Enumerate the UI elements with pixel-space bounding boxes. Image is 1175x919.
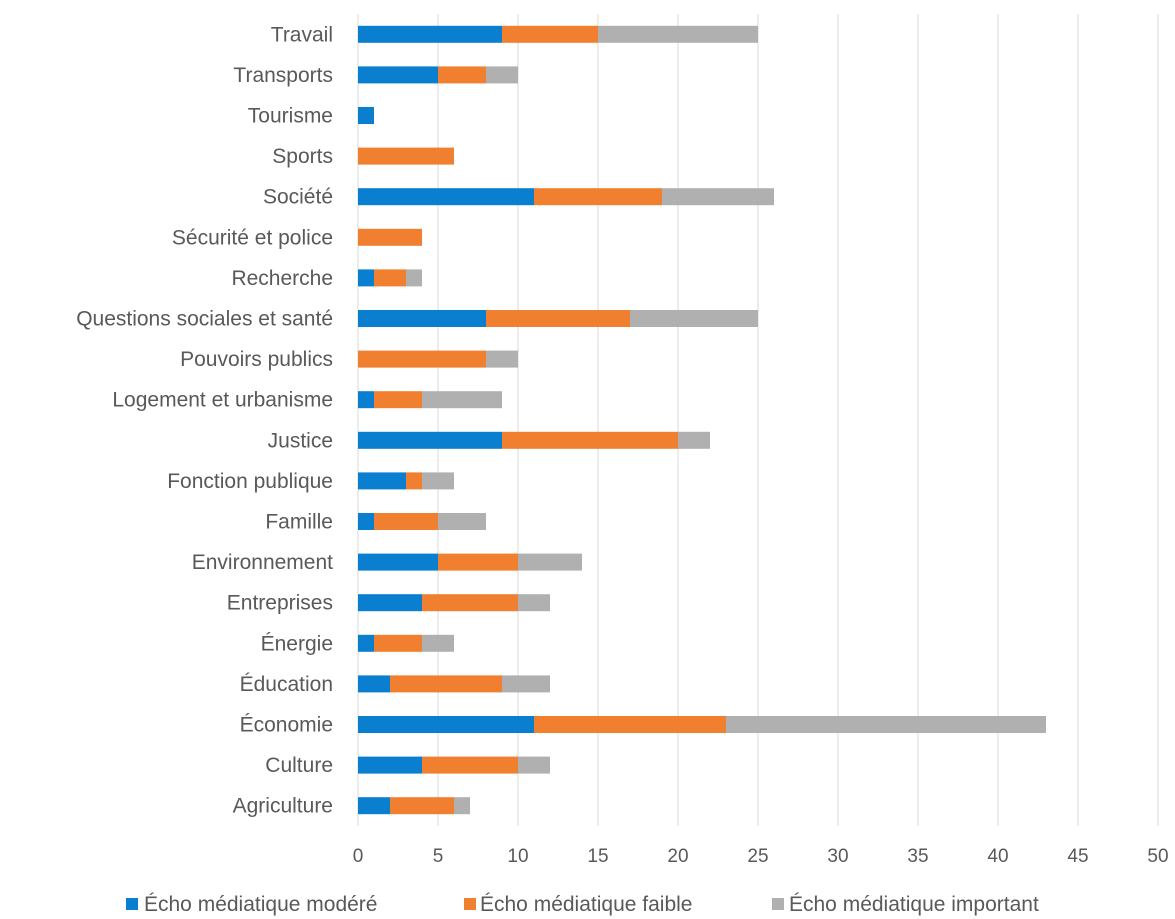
- bar-segment-series-1: [422, 756, 518, 774]
- bar-segment-series-0: [358, 472, 406, 490]
- bar-segment-series-2: [630, 310, 758, 327]
- y-tick-label: Travail: [271, 23, 333, 46]
- bar-segment-series-0: [358, 594, 422, 612]
- y-tick-label: Entreprises: [227, 592, 333, 615]
- legend-swatch-0: [126, 898, 138, 910]
- bar-segment-series-0: [358, 634, 374, 652]
- x-tick-label-40: 40: [987, 846, 1008, 867]
- bar-segment-series-0: [358, 553, 438, 571]
- bar-segment-series-0: [358, 716, 534, 733]
- y-tick-label: Logement et urbanisme: [112, 389, 333, 412]
- y-tick-label: Culture: [265, 754, 333, 777]
- bar-segment-series-1: [438, 66, 486, 84]
- y-tick-label: Questions sociales et santé: [76, 308, 333, 331]
- bar-segment-series-0: [358, 431, 502, 449]
- bar-segment-series-0: [358, 391, 374, 409]
- y-tick-label: Famille: [265, 511, 333, 534]
- bar-segment-series-2: [518, 594, 550, 612]
- bar-segment-series-2: [454, 797, 470, 815]
- bar-segment-series-2: [422, 634, 454, 652]
- bar-segment-series-0: [358, 269, 374, 287]
- y-tick-label: Environnement: [192, 551, 333, 574]
- bar-segment-series-1: [390, 797, 454, 815]
- bar-segment-series-2: [502, 675, 550, 693]
- bar-segment-series-2: [518, 756, 550, 774]
- x-tick-label-10: 10: [507, 846, 528, 867]
- y-tick-label: Recherche: [231, 267, 333, 290]
- bar-segment-series-0: [358, 107, 374, 124]
- bar-segment-series-1: [406, 472, 422, 490]
- bar-segment-series-1: [358, 228, 422, 246]
- y-tick-label: Fonction publique: [167, 470, 333, 493]
- x-tick-label-5: 5: [433, 846, 444, 867]
- y-tick-label: Sécurité et police: [172, 226, 333, 249]
- bar-segment-series-2: [438, 513, 486, 530]
- bar-segment-series-2: [422, 472, 454, 490]
- x-tick-label-20: 20: [667, 846, 688, 867]
- bar-segment-series-2: [486, 350, 518, 368]
- x-tick-label-15: 15: [587, 846, 608, 867]
- bar-segment-series-1: [358, 350, 486, 368]
- bar-segment-series-1: [358, 147, 454, 165]
- bar-segment-series-2: [662, 188, 774, 206]
- bar-segment-series-0: [358, 797, 390, 815]
- bar-segment-series-0: [358, 66, 438, 84]
- legend-label-1: Écho médiatique faible: [480, 893, 692, 916]
- y-tick-label: Sports: [272, 145, 333, 168]
- bar-segment-series-0: [358, 188, 534, 206]
- bar-segment-series-1: [422, 594, 518, 612]
- bar-segment-series-2: [678, 431, 710, 449]
- bar-segment-series-2: [406, 269, 422, 287]
- bar-segment-series-1: [502, 431, 678, 449]
- bar-segment-series-1: [534, 188, 662, 206]
- legend-swatch-1: [464, 898, 476, 910]
- bar-segment-series-1: [390, 675, 502, 693]
- y-tick-label: Agriculture: [233, 795, 333, 818]
- bar-segment-series-2: [422, 391, 502, 409]
- bar-segment-series-1: [502, 25, 598, 43]
- bar-segment-series-1: [374, 391, 422, 409]
- x-tick-label-50: 50: [1147, 846, 1168, 867]
- x-tick-label-45: 45: [1067, 846, 1088, 867]
- bar-segment-series-1: [534, 716, 726, 733]
- legend-label-2: Écho médiatique important: [789, 893, 1039, 916]
- x-tick-label-0: 0: [353, 846, 364, 867]
- bar-segment-series-1: [486, 310, 630, 327]
- bar-segment-series-2: [486, 66, 518, 84]
- bar-segment-series-2: [518, 553, 582, 571]
- bar-segment-series-0: [358, 310, 486, 327]
- bar-segment-series-0: [358, 675, 390, 693]
- x-tick-label-30: 30: [827, 846, 848, 867]
- bar-segment-series-1: [374, 513, 438, 530]
- bar-segment-series-0: [358, 25, 502, 43]
- bar-segment-series-0: [358, 756, 422, 774]
- legend-swatch-2: [772, 898, 784, 910]
- y-tick-label: Énergie: [261, 632, 333, 655]
- x-tick-label-25: 25: [747, 846, 768, 867]
- y-tick-label: Justice: [268, 429, 333, 452]
- bar-segment-series-1: [438, 553, 518, 571]
- bar-segment-series-2: [598, 25, 758, 43]
- bar-segment-series-1: [374, 634, 422, 652]
- y-tick-label: Éducation: [240, 673, 333, 696]
- x-tick-label-35: 35: [907, 846, 928, 867]
- y-tick-label: Société: [263, 186, 333, 209]
- y-tick-label: Économie: [240, 714, 333, 737]
- y-tick-label: Transports: [233, 64, 333, 87]
- y-tick-label: Tourisme: [248, 105, 333, 128]
- y-tick-label: Pouvoirs publics: [180, 348, 333, 371]
- bar-segment-series-0: [358, 513, 374, 530]
- bar-segment-series-1: [374, 269, 406, 287]
- legend-label-0: Écho médiatique modéré: [144, 893, 377, 916]
- bar-segment-series-2: [726, 716, 1046, 733]
